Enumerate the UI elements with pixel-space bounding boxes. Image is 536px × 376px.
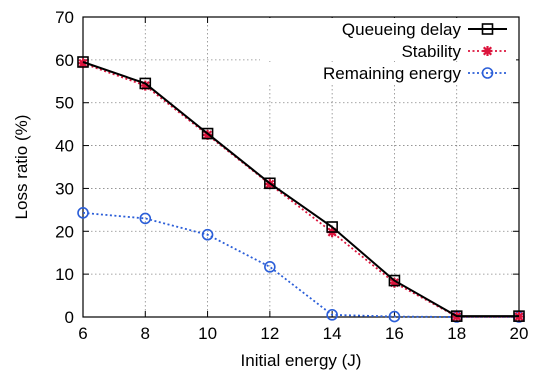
series-line [82,61,519,318]
data-point [264,261,276,273]
legend-background [260,62,516,83]
x-tick-label: 6 [78,324,87,343]
data-point [139,77,152,90]
legend-marker [481,23,494,35]
data-point [264,177,276,190]
x-tick-label: 16 [385,324,404,343]
legend: Queueing delay Stability Remaining energy [260,18,516,83]
data-point [389,277,400,288]
legend-background [260,18,516,39]
y-tick-label: 40 [55,137,74,156]
y-axis: 0 10 20 30 40 50 60 70 [55,8,519,327]
data-point [77,56,89,68]
series-layer [77,56,525,323]
data-point [201,127,214,140]
legend-label: Stability [401,42,461,61]
y-tick-label: 60 [55,51,74,70]
legend-label: Remaining energy [323,64,461,83]
data-point [139,212,152,225]
series-remaining-energy [77,207,525,323]
y-tick-label: 10 [55,265,74,284]
y-axis-title: Loss ratio (%) [12,115,31,220]
data-point [201,228,214,241]
x-tick-label: 14 [323,324,342,343]
plot-area [82,16,520,318]
y-tick-label: 50 [55,94,74,113]
data-point [78,58,88,69]
x-tick-label: 18 [447,324,466,343]
data-point [513,310,525,322]
series-queueing-delay [77,56,525,322]
x-axis: 6 8 10 12 14 16 18 20 [78,17,528,343]
y-tick-label: 0 [65,308,74,327]
y-tick-label: 30 [55,179,74,198]
data-point [140,80,151,91]
legend-item: Stability [260,40,516,61]
x-tick-label: 12 [260,324,279,343]
data-point [450,310,463,322]
legend-item: Queueing delay [260,18,516,39]
series-line [82,62,519,318]
data-point [77,207,89,219]
y-tick-label: 20 [55,222,74,241]
legend-background [260,40,516,61]
legend-marker [481,67,494,79]
x-tick-label: 10 [198,324,217,343]
data-point [388,310,401,323]
data-point [326,309,338,321]
y-tick-label: 70 [55,8,74,27]
legend-label: Queueing delay [342,20,462,39]
x-tick-label: 8 [141,324,150,343]
data-point [326,221,338,233]
data-point [388,274,401,287]
x-axis-title: Initial energy (J) [241,351,362,370]
legend-marker [482,46,493,56]
x-tick-label: 20 [510,324,529,343]
series-line [82,211,519,318]
data-point [202,129,213,140]
legend-item: Remaining energy [260,62,516,83]
